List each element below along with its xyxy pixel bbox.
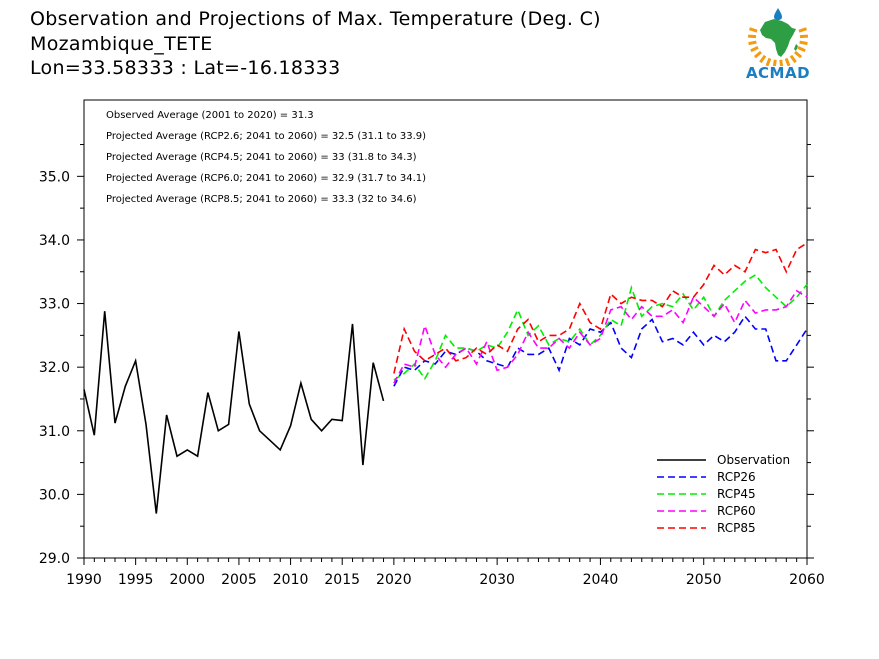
annotation-line: Observed Average (2001 to 2020) = 31.3 (106, 110, 314, 121)
annotations: Observed Average (2001 to 2020) = 31.3 Pr… (106, 110, 426, 205)
annotation-line: Projected Average (RCP6.0; 2041 to 2060)… (106, 173, 426, 184)
africa-map-icon (747, 8, 809, 68)
y-axis: 29.0 30.0 31.0 32.0 33.0 34.0 35.0 (39, 144, 814, 567)
x-axis: 1990 1995 2000 2005 2010 2015 2020 2030 2040 2050… (66, 558, 825, 588)
acmad-logo: ACMAD (738, 8, 818, 84)
y-tick-label: 30.0 (39, 487, 70, 503)
legend-label: RCP26 (717, 470, 756, 484)
legend-label: Observation (717, 453, 790, 467)
x-tick-label: 1995 (118, 572, 154, 588)
chart-subtitle-coordinates: Lon=33.58333 : Lat=-16.18333 (30, 57, 341, 79)
y-tick-label: 33.0 (39, 297, 70, 313)
logo-ray (750, 46, 759, 53)
acmad-logo-text: ACMAD (745, 64, 811, 82)
logo-ray (759, 54, 767, 64)
annotation-line: Projected Average (RCP4.5; 2041 to 2060)… (106, 152, 417, 163)
logo-ray (799, 34, 809, 39)
x-tick-label: 2010 (273, 572, 309, 588)
chart-title: Observation and Projections of Max. Temp… (30, 8, 601, 30)
legend-label: RCP60 (717, 504, 756, 518)
series-line-rcp26 (393, 314, 808, 387)
logo-ray (789, 54, 797, 64)
logo-ray (793, 50, 803, 59)
annotation-line: Projected Average (RCP8.5; 2041 to 2060)… (106, 194, 417, 205)
logo-ray (748, 40, 757, 46)
logo-ray (765, 57, 772, 67)
logo-ray (799, 40, 808, 46)
series-line-rcp85 (393, 242, 808, 374)
x-tick-label: 2050 (686, 572, 722, 588)
legend-label: RCP85 (717, 521, 756, 535)
plot-frame (83, 99, 808, 559)
logo-ray (749, 27, 758, 33)
y-tick-label: 29.0 (39, 551, 70, 567)
x-tick-label: 2040 (583, 572, 619, 588)
annotation-line: Projected Average (RCP2.6; 2041 to 2060)… (106, 131, 426, 142)
y-tick-label: 34.0 (39, 233, 70, 249)
series-layer (83, 242, 808, 514)
logo-ray (797, 46, 806, 53)
x-tick-label: 2005 (221, 572, 257, 588)
y-tick-label: 32.0 (39, 360, 70, 376)
legend: Observation RCP26 RCP45 RCP60 RCP85 (657, 453, 790, 535)
x-tick-label: 2030 (479, 572, 515, 588)
logo-ray (784, 57, 791, 67)
x-tick-label: 2060 (789, 572, 825, 588)
x-tick-label: 1990 (66, 572, 102, 588)
series-line-observation (83, 311, 385, 514)
y-tick-label: 31.0 (39, 424, 70, 440)
x-tick-label: 2000 (169, 572, 205, 588)
logo-ray (753, 50, 763, 59)
legend-label: RCP45 (717, 487, 756, 501)
series-line-rcp60 (393, 289, 808, 384)
x-tick-label: 2020 (376, 572, 412, 588)
logo-ray (747, 34, 757, 39)
logo-ray (798, 27, 807, 33)
x-tick-label: 2015 (324, 572, 360, 588)
y-tick-label: 35.0 (39, 169, 70, 185)
series-line-rcp45 (393, 273, 808, 381)
chart-subtitle-location: Mozambique_TETE (30, 33, 213, 55)
